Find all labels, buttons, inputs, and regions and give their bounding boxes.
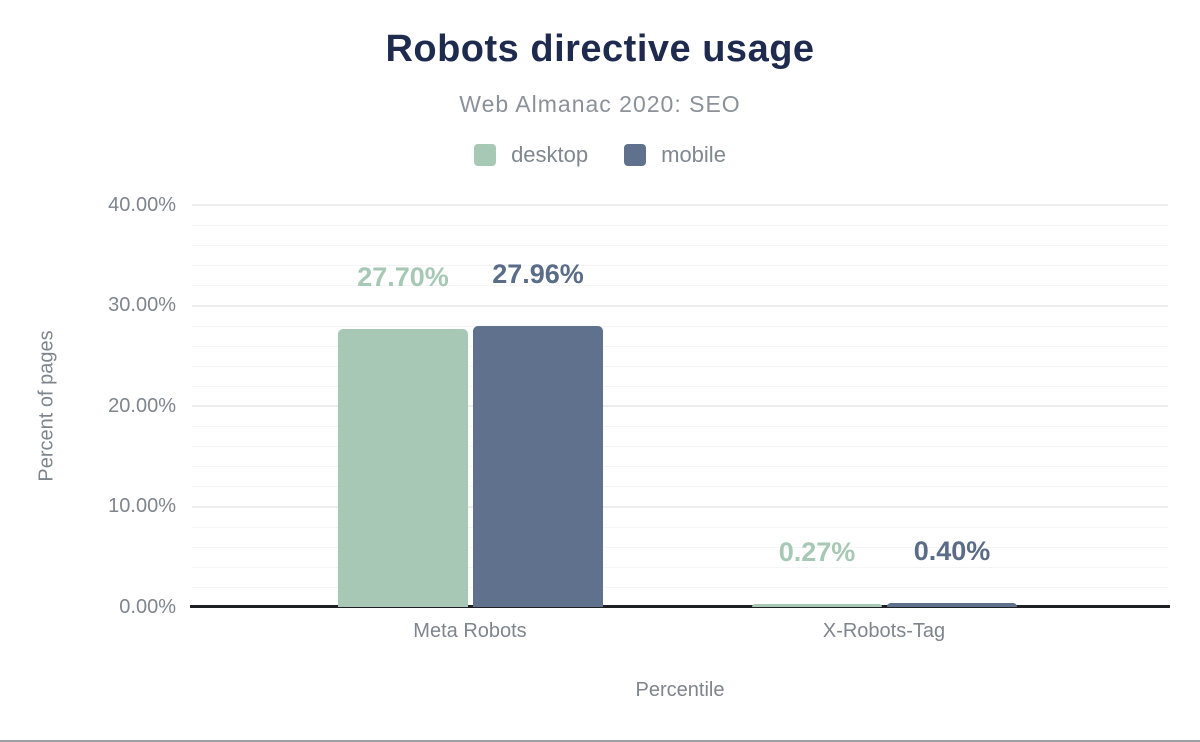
- y-tick-40: 40.00%: [108, 194, 176, 216]
- value-label-mobile-x-robots-tag: 0.40%: [913, 535, 991, 566]
- gridline-36pct: [192, 245, 1168, 247]
- gridline-12pct: [192, 486, 1168, 488]
- chart-subtitle: Web Almanac 2020: SEO: [459, 91, 741, 117]
- gridline-6pct: [192, 546, 1168, 548]
- category-label-x-robots-tag: X-Robots-Tag: [822, 620, 946, 642]
- y-tick-0: 0.00%: [119, 596, 176, 618]
- value-label-desktop-x-robots-tag: 0.27%: [778, 537, 856, 568]
- y-tick-20: 20.00%: [108, 395, 176, 417]
- x-axis-title: Percentile: [635, 679, 725, 701]
- bar-desktop-meta-robots[interactable]: [338, 328, 468, 607]
- y-axis-title: Percent of pages: [35, 330, 58, 482]
- legend: desktop mobile: [0, 142, 1200, 168]
- legend-label-mobile: mobile: [661, 142, 726, 167]
- gridline-24pct: [192, 365, 1168, 367]
- gridline-34pct: [192, 265, 1168, 267]
- bar-mobile-x-robots-tag[interactable]: [887, 602, 1017, 607]
- gridline-28pct: [192, 325, 1168, 327]
- gridline-8pct: [192, 526, 1168, 528]
- gridline-16pct: [192, 446, 1168, 448]
- y-tick-10: 10.00%: [108, 495, 176, 517]
- desktop-swatch-icon: [474, 144, 497, 166]
- gridline-32pct: [192, 285, 1168, 287]
- gridline-4pct: [192, 566, 1168, 568]
- gridline-20pct: [192, 405, 1168, 407]
- legend-item-mobile[interactable]: mobile: [624, 142, 726, 168]
- bar-mobile-meta-robots[interactable]: [473, 326, 603, 607]
- chart-title: Robots directive usage: [385, 28, 815, 70]
- gridline-22pct: [192, 385, 1168, 387]
- gridline-38pct: [192, 225, 1168, 227]
- bar-desktop-x-robots-tag[interactable]: [752, 604, 882, 607]
- gridline-18pct: [192, 426, 1168, 428]
- category-label-meta-robots: Meta Robots: [413, 620, 527, 642]
- mobile-swatch-icon: [624, 144, 647, 166]
- value-label-desktop-meta-robots: 27.70%: [357, 261, 449, 292]
- gridline-2pct: [192, 586, 1168, 588]
- x-axis-line: [190, 605, 1170, 608]
- y-tick-30: 30.00%: [108, 294, 176, 316]
- gridline-10pct: [192, 505, 1168, 508]
- legend-label-desktop: desktop: [511, 142, 589, 167]
- gridline-30pct: [192, 304, 1168, 307]
- value-label-mobile-meta-robots: 27.96%: [492, 259, 584, 289]
- gridline-26pct: [192, 345, 1168, 347]
- gridline-14pct: [192, 466, 1168, 468]
- gridline-40pct: [192, 204, 1168, 206]
- legend-item-desktop[interactable]: desktop: [474, 142, 588, 168]
